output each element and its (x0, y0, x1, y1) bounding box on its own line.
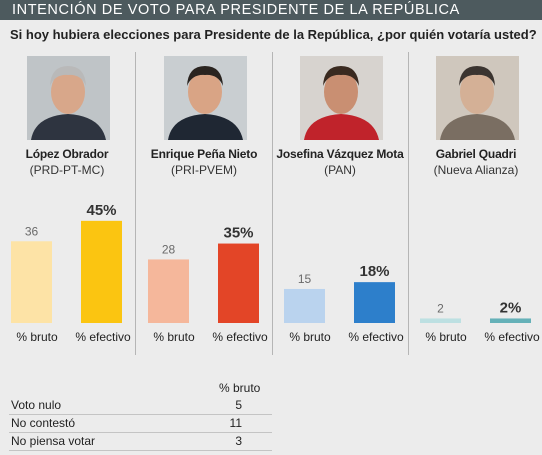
candidate-party: (Nueva Alianza) (433, 163, 519, 177)
candidate-photo (300, 56, 383, 140)
column-divider (135, 52, 136, 355)
data-label-efectivo: 35% (223, 225, 253, 242)
x-label-bruto: % bruto (153, 330, 195, 344)
candidate-name: Gabriel Quadri (435, 147, 517, 161)
data-label-bruto: 36 (25, 224, 39, 238)
x-label-bruto: % bruto (425, 330, 467, 344)
candidate-photo (436, 56, 519, 140)
table-row: No piensa votar 3 (9, 433, 272, 451)
bar-svg: 15 18% (284, 263, 395, 323)
row-value: 5 (235, 398, 242, 412)
title-bar: INTENCIÓN DE VOTO PARA PRESIDENTE DE LA … (0, 0, 542, 20)
table-row: Voto nulo 5 (9, 397, 272, 415)
column-divider (272, 52, 273, 355)
bar-bruto (148, 259, 189, 323)
x-label-efectivo: % efectivo (348, 330, 404, 344)
row-value: 3 (235, 434, 242, 448)
data-label-bruto: 15 (298, 272, 312, 286)
data-label-efectivo: 2% (500, 299, 522, 316)
bar-efectivo (490, 318, 531, 323)
candidate-photo (164, 56, 247, 140)
portrait-illustration (436, 56, 519, 140)
candidate-column-quadri: Gabriel Quadri (Nueva Alianza) 2 2% % bru… (409, 52, 542, 352)
bar-plot: 36 45% (0, 202, 134, 352)
x-label-efectivo: % efectivo (484, 330, 540, 344)
x-label-efectivo: % efectivo (75, 330, 131, 344)
candidate-party: (PRD-PT-MC) (29, 163, 105, 177)
candidate-name: Enrique Peña Nieto (150, 147, 258, 161)
column-divider (408, 52, 409, 355)
data-label-bruto: 28 (162, 242, 176, 256)
bar-plot: 15 18% (273, 202, 407, 352)
bar-plot: 28 35% (137, 202, 271, 352)
candidate-photo (27, 56, 110, 140)
bar-svg: 28 35% (148, 225, 259, 323)
candidate-column-vazquez-mota: Josefina Vázquez Mota (PAN) 15 18% % brut… (273, 52, 407, 352)
table-header: % bruto (219, 381, 261, 395)
survey-question: Si hoy hubiera elecciones para President… (10, 27, 537, 42)
candidate-party: (PAN) (324, 163, 356, 177)
row-label: No piensa votar (11, 434, 96, 448)
candidate-party: (PRI-PVEM) (171, 163, 237, 177)
row-label: No contestó (11, 416, 76, 430)
bar-efectivo (218, 243, 259, 323)
x-label-bruto: % bruto (16, 330, 58, 344)
bar-bruto (11, 241, 52, 323)
bar-bruto (284, 288, 325, 323)
portrait-illustration (164, 56, 247, 140)
data-label-efectivo: 45% (86, 202, 116, 219)
portrait-illustration (300, 56, 383, 140)
row-label: Voto nulo (11, 398, 62, 412)
portrait-illustration (27, 56, 110, 140)
bar-plot: 2 2% (409, 202, 542, 352)
bar-bruto (420, 318, 461, 323)
bar-svg: 2 2% (420, 299, 531, 323)
bar-efectivo (81, 220, 122, 323)
chart-title: INTENCIÓN DE VOTO PARA PRESIDENTE DE LA … (12, 2, 460, 18)
bar-efectivo (354, 282, 395, 323)
data-label-efectivo: 18% (359, 263, 389, 280)
candidate-column-lopez-obrador: López Obrador (PRD-PT-MC) 36 45% % bruto … (0, 52, 134, 352)
row-value: 11 (229, 416, 242, 430)
x-label-bruto: % bruto (289, 330, 331, 344)
x-label-efectivo: % efectivo (212, 330, 268, 344)
table-row: No contestó 11 (9, 415, 272, 433)
candidate-name: Josefina Vázquez Mota (276, 147, 404, 161)
candidate-name: López Obrador (25, 147, 109, 161)
bar-svg: 36 45% (11, 202, 122, 323)
data-label-bruto: 2 (437, 301, 444, 315)
candidate-column-pena-nieto: Enrique Peña Nieto (PRI-PVEM) 28 35% % br… (137, 52, 271, 352)
